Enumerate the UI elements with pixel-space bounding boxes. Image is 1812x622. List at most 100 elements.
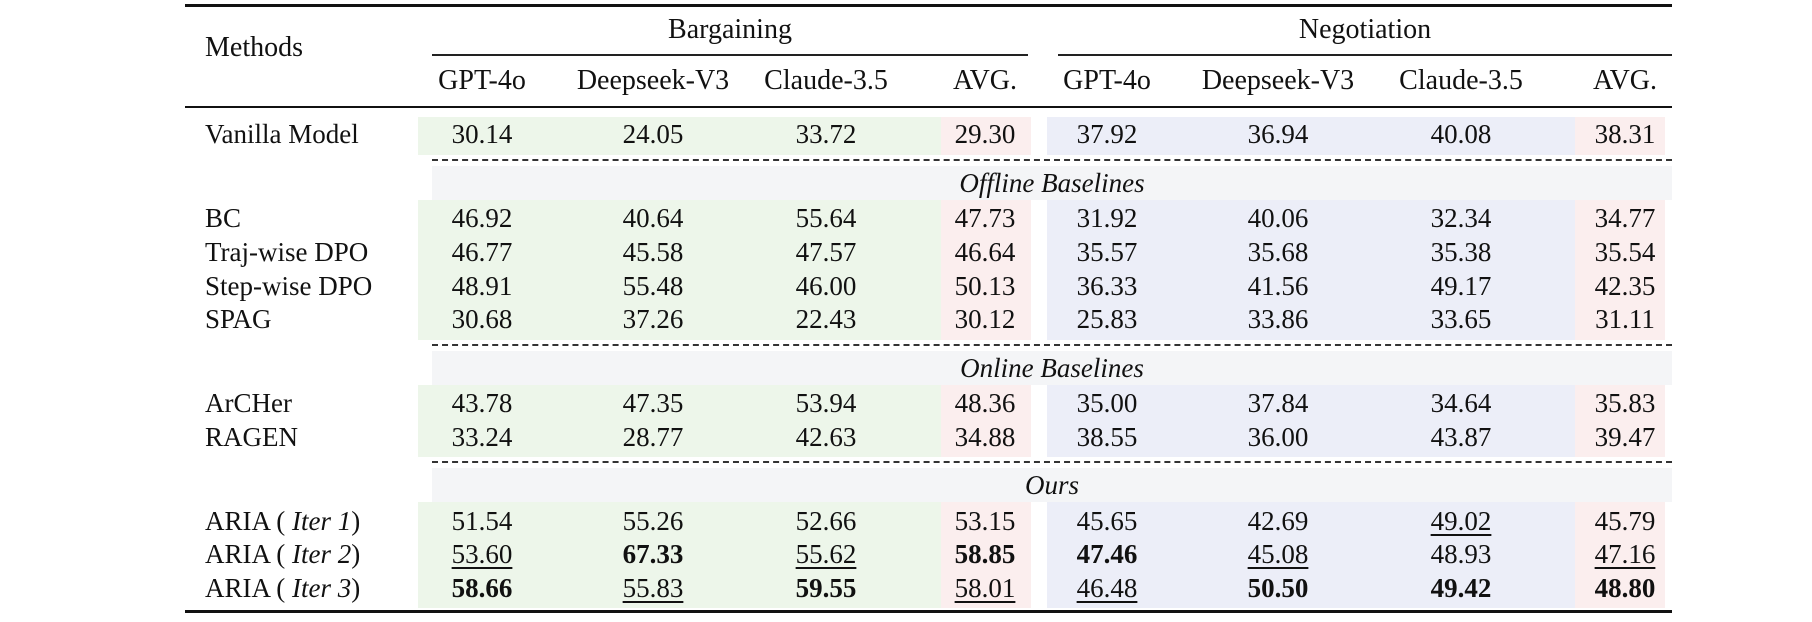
- score-cell: 58.85: [954, 539, 1016, 569]
- score-cell: 37.26: [622, 304, 684, 334]
- negotiation-cmidrule: [1058, 54, 1672, 56]
- score-cell: 38.31: [1594, 119, 1656, 149]
- score-cell: 47.73: [954, 203, 1016, 233]
- score-cell: 41.56: [1247, 271, 1309, 301]
- score-cell: 49.42: [1430, 573, 1492, 603]
- method-label: Step-wise DPO: [205, 269, 372, 303]
- negotiation-avg-tint: [1575, 502, 1665, 608]
- score-cell: 48.36: [954, 388, 1016, 418]
- score-cell: 48.80: [1594, 573, 1656, 603]
- method-name: Step-wise DPO: [205, 271, 373, 301]
- score-cell: 37.92: [1076, 119, 1138, 149]
- method-label: ARIA ( Iter 1): [205, 506, 361, 536]
- score-cell: 40.06: [1247, 203, 1309, 233]
- score-cell: 43.78: [451, 388, 513, 418]
- bargaining-tint: [418, 200, 941, 340]
- method-name: Vanilla Model: [205, 119, 359, 149]
- score-cell: 59.55: [795, 573, 857, 603]
- score-cell: 37.84: [1247, 388, 1309, 418]
- score-cell: 36.00: [1247, 422, 1309, 452]
- score-cell: 55.48: [622, 271, 684, 301]
- method-name: RAGEN: [205, 422, 298, 452]
- section-tint: [432, 166, 1672, 200]
- score-cell: 67.33: [622, 539, 684, 569]
- score-cell: 39.47: [1594, 422, 1656, 452]
- column-header: AVG.: [1592, 65, 1658, 96]
- score-cell: 28.77: [622, 422, 684, 452]
- score-cell: 46.00: [795, 271, 857, 301]
- bargaining-avg-tint: [941, 200, 1031, 340]
- score-cell: 52.66: [795, 506, 857, 536]
- score-cell: 46.77: [451, 237, 513, 267]
- bargaining-avg-tint: [941, 502, 1031, 608]
- score-cell: 33.24: [451, 422, 513, 452]
- score-cell: 40.08: [1430, 119, 1492, 149]
- section-header: Ours: [1024, 470, 1080, 500]
- score-cell: 32.34: [1430, 203, 1492, 233]
- bargaining-avg-tint: [941, 117, 1031, 155]
- negotiation-avg-tint: [1575, 117, 1665, 155]
- score-cell: 31.92: [1076, 203, 1138, 233]
- score-cell: 33.65: [1430, 304, 1492, 334]
- method-name: ARIA (: [205, 573, 286, 603]
- score-cell: 53.94: [795, 388, 857, 418]
- score-cell: 35.57: [1076, 237, 1138, 267]
- iteration-label: Iter 1: [292, 506, 352, 536]
- dashed-separator: [432, 461, 1672, 463]
- score-cell: 50.50: [1247, 573, 1309, 603]
- score-cell: 35.54: [1594, 237, 1656, 267]
- score-cell: 35.68: [1247, 237, 1309, 267]
- bargaining-header: Bargaining: [668, 14, 792, 45]
- negotiation-header: Negotiation: [1298, 14, 1432, 45]
- negotiation-tint: [1047, 385, 1575, 457]
- method-label: ARIA ( Iter 2): [205, 539, 361, 569]
- column-header: Claude-3.5: [764, 65, 888, 96]
- score-cell: 58.01: [954, 573, 1016, 603]
- bargaining-avg-tint: [941, 385, 1031, 457]
- bargaining-tint: [418, 502, 941, 608]
- score-cell: 50.13: [954, 271, 1016, 301]
- score-cell: 22.43: [795, 304, 857, 334]
- score-cell: 48.93: [1430, 539, 1492, 569]
- score-cell: 42.63: [795, 422, 857, 452]
- negotiation-tint: [1047, 117, 1575, 155]
- score-cell: 49.17: [1430, 271, 1492, 301]
- score-cell: 53.60: [451, 539, 513, 569]
- score-cell: 34.64: [1430, 388, 1492, 418]
- score-cell: 35.00: [1076, 388, 1138, 418]
- column-header: AVG.: [952, 65, 1018, 96]
- score-cell: 24.05: [622, 119, 684, 149]
- negotiation-tint: [1047, 200, 1575, 340]
- score-cell: 33.86: [1247, 304, 1309, 334]
- negotiation-avg-tint: [1575, 200, 1665, 340]
- score-cell: 31.11: [1595, 304, 1655, 334]
- score-cell: 33.72: [795, 119, 857, 149]
- score-cell: 30.68: [451, 304, 513, 334]
- score-cell: 29.30: [954, 119, 1016, 149]
- score-cell: 45.58: [622, 237, 684, 267]
- method-label: BC: [205, 201, 241, 235]
- score-cell: 35.83: [1594, 388, 1656, 418]
- score-cell: 30.12: [954, 304, 1016, 334]
- section-tint: [432, 351, 1672, 385]
- method-name: ARIA (: [205, 506, 286, 536]
- score-cell: 25.83: [1076, 304, 1138, 334]
- negotiation-tint: [1047, 502, 1575, 608]
- score-cell: 55.83: [622, 573, 684, 603]
- score-cell: 42.35: [1594, 271, 1656, 301]
- score-cell: 45.08: [1247, 539, 1309, 569]
- method-name: ARIA (: [205, 539, 286, 569]
- bargaining-tint: [418, 385, 941, 457]
- method-label: Traj-wise DPO: [205, 235, 368, 269]
- score-cell: 55.62: [795, 539, 857, 569]
- score-cell: 36.94: [1247, 119, 1309, 149]
- method-name: SPAG: [205, 304, 272, 334]
- score-cell: 43.87: [1430, 422, 1492, 452]
- top-rule: [185, 4, 1672, 7]
- score-cell: 34.77: [1594, 203, 1656, 233]
- score-cell: 47.46: [1076, 539, 1138, 569]
- score-cell: 35.38: [1430, 237, 1492, 267]
- score-cell: 46.92: [451, 203, 513, 233]
- results-table: Offline Baselines Online Baselines Ours Van…: [185, 4, 1672, 616]
- iteration-label: Iter 3: [292, 573, 352, 603]
